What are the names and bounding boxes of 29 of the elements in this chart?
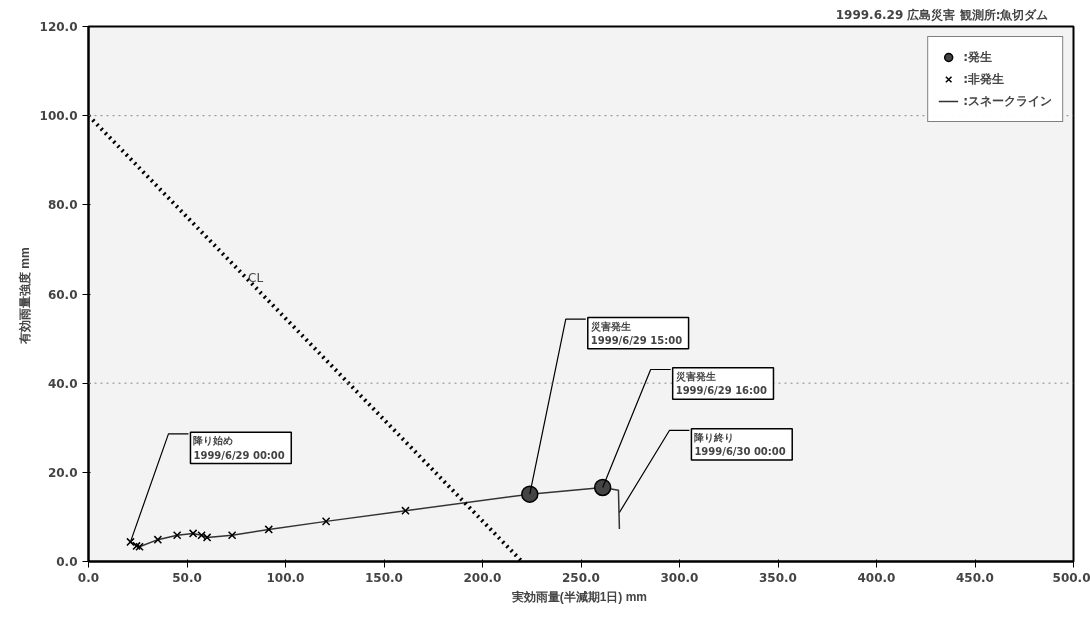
x-tick-label: 250.0 (562, 570, 600, 585)
x-tick-label: 400.0 (857, 570, 896, 585)
legend-label: :スネークライン (963, 92, 1052, 110)
x-axis-title: 実効雨量(半減期1日) mm (510, 589, 648, 604)
x-tick-label: 100.0 (266, 570, 305, 585)
annotation: 降り終り 1999/6/30 00:00 (694, 431, 786, 458)
legend-label: :非発生 (963, 70, 1004, 88)
x-tick-label: 350.0 (759, 570, 797, 585)
y-tick-label: 60.0 (47, 287, 78, 302)
x-tick-label: 0.0 (77, 570, 100, 585)
annotation: 災害発生 1999/6/29 15:00 (589, 320, 683, 346)
x-tick-label: 200.0 (463, 570, 502, 585)
legend-label: :発生 (963, 48, 992, 66)
x-tick-label: 300.0 (660, 570, 699, 585)
chart-title: 1999.6.29 広島災害 観測所:魚切ダム (835, 7, 1049, 22)
annotation: 降り始め 1999/6/29 00:00 (193, 435, 285, 461)
x-tick-label: 500.0 (1052, 570, 1090, 585)
y-tick-label: 120.0 (39, 20, 78, 34)
y-tick-label: 20.0 (47, 465, 78, 480)
annotation: 災害発生 1999/6/29 16:00 (674, 370, 768, 397)
y-tick-label: 0.0 (56, 555, 78, 569)
y-axis-title: 有効雨量強度 mm (17, 247, 32, 345)
x-tick-label: 450.0 (956, 570, 994, 585)
y-tick-label: 40.0 (47, 376, 78, 391)
y-tick-label: 80.0 (47, 198, 78, 213)
x-tick-label: 50.0 (172, 570, 202, 585)
y-tick-label: 100.0 (39, 109, 78, 124)
annotation: CL (248, 271, 264, 286)
x-tick-label: 150.0 (365, 570, 403, 585)
